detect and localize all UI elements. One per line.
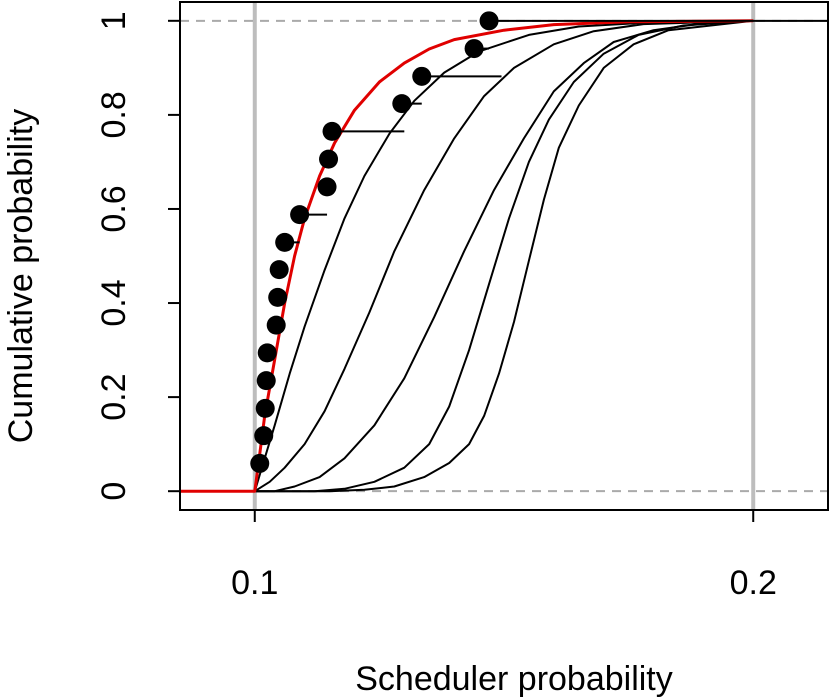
empirical-point (412, 66, 432, 86)
y-axis-label: Cumulative probability (2, 109, 40, 444)
simulated-cdf-curve (180, 19, 754, 493)
y-tick-label: 1 (95, 11, 133, 30)
empirical-point (266, 315, 286, 335)
y-tick-label: 0 (95, 482, 133, 501)
empirical-point (290, 205, 310, 225)
simulated-cdf-curve (180, 19, 754, 493)
empirical-steps (284, 19, 828, 244)
x-axis-label: Scheduler probability (355, 660, 673, 698)
empirical-point (257, 343, 277, 363)
empirical-point (464, 39, 484, 59)
fitted-cdf-curve (180, 19, 754, 493)
empirical-point (319, 149, 339, 169)
plot-frame (179, 1, 829, 511)
axes: 0.1 0.2 0 0.2 0.4 0.6 0.8 1 (95, 11, 777, 602)
simulated-cdf-curve (180, 19, 754, 493)
empirical-point (392, 94, 412, 114)
empirical-point (268, 287, 288, 307)
y-tick-label: 0.2 (95, 373, 133, 420)
empirical-point (254, 426, 274, 446)
x-tick-label: 0.1 (231, 564, 278, 602)
empirical-point (275, 232, 295, 252)
empirical-point (317, 177, 337, 197)
x-tick-label: 0.2 (730, 564, 777, 602)
cdf-curves (180, 19, 754, 493)
y-tick-label: 0.4 (95, 279, 133, 326)
simulated-cdf-curve (180, 19, 754, 493)
empirical-points (250, 11, 499, 473)
empirical-point (322, 121, 342, 141)
y-tick-label: 0.8 (95, 91, 133, 138)
empirical-point (250, 453, 270, 473)
simulated-cdf-curve (180, 19, 754, 493)
empirical-point (256, 371, 276, 391)
empirical-point (255, 398, 275, 418)
y-tick-label: 0.6 (95, 185, 133, 232)
empirical-point (269, 260, 289, 280)
empirical-point (479, 11, 499, 31)
